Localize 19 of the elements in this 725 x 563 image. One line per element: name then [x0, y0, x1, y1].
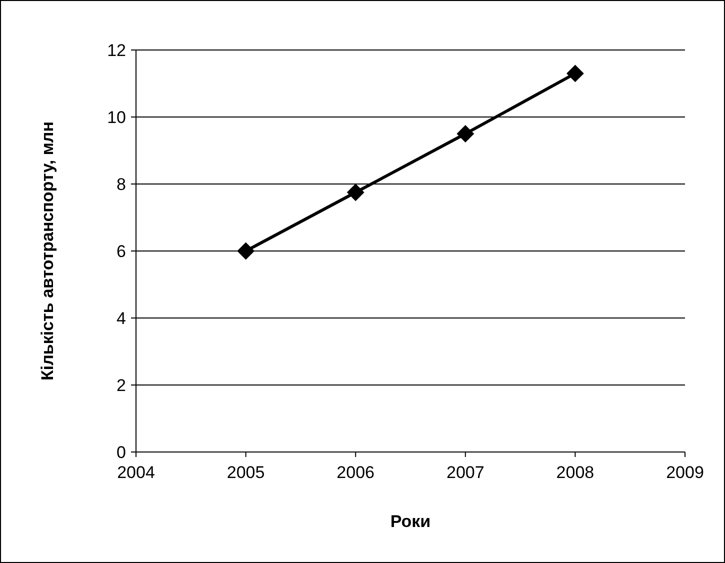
y-axis-title: Кількість автотранспорту, млн	[38, 122, 57, 380]
x-tick-label: 2006	[336, 463, 375, 482]
x-axis-title: Роки	[390, 512, 431, 531]
x-tick-label: 2007	[446, 463, 484, 482]
y-tick-label: 6	[116, 242, 126, 261]
y-tick-label: 2	[116, 376, 126, 395]
x-tick-label: 2008	[556, 463, 594, 482]
y-tick-label: 0	[116, 442, 126, 462]
y-tick-label: 12	[107, 40, 126, 60]
x-tick-label: 2009	[666, 463, 704, 482]
y-tick-label: 10	[107, 108, 126, 127]
point	[347, 184, 364, 201]
y-tick-label: 8	[116, 174, 126, 194]
point	[237, 242, 254, 260]
point	[566, 64, 584, 82]
y-tick-label: 4	[116, 308, 126, 328]
x-tick-label: 2004	[117, 463, 155, 482]
point	[456, 125, 474, 142]
x-tick-label: 2005	[226, 463, 265, 482]
